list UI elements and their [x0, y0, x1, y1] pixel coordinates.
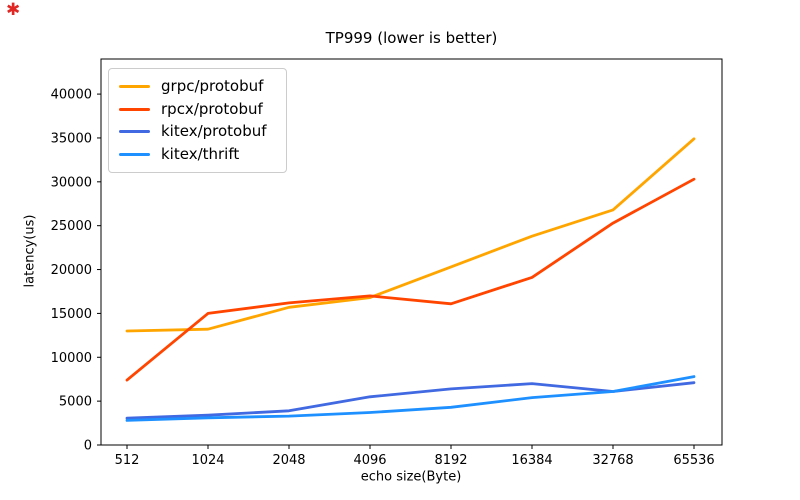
y-tick-label: 40000 [51, 88, 92, 103]
x-tick-label: 2048 [272, 453, 305, 468]
y-tick-label: 10000 [51, 351, 92, 366]
legend-line-icon [119, 84, 150, 88]
legend-label: rpcx/protobuf [161, 99, 263, 118]
x-tick-label: 16384 [511, 453, 552, 468]
legend-item-rpcx-protobuf: rpcx/protobuf [119, 99, 276, 118]
legend-item-kitex-thrift: kitex/thrift [119, 147, 276, 162]
legend-line-icon [119, 107, 150, 111]
series-line-kitex-protobuf [125, 381, 696, 420]
red-asterisk-icon: ✱ [6, 0, 21, 20]
legend-label: kitex/protobuf [161, 122, 267, 141]
x-tick-label: 4096 [353, 453, 386, 468]
x-tick-label: 1024 [191, 453, 224, 468]
y-axis-label: latency(us) [22, 214, 38, 288]
legend-label: grpc/protobuf [161, 76, 264, 95]
y-tick-label: 5000 [59, 395, 92, 410]
y-tick-label: 30000 [51, 175, 92, 190]
x-axis-label: echo size(Byte) [360, 469, 462, 485]
legend-label: kitex/thrift [161, 145, 240, 164]
legend-item-grpc-protobuf: grpc/protobuf [119, 76, 276, 95]
y-tick-label: 20000 [51, 263, 92, 278]
axes-spines [100, 58, 723, 446]
legend-line-icon [119, 130, 150, 134]
series-line-rpcx-protobuf [125, 177, 696, 382]
y-tick-label: 35000 [51, 131, 92, 146]
legend-line-icon [119, 153, 150, 157]
y-tick-label: 15000 [51, 307, 92, 322]
x-tick-label: 512 [115, 453, 140, 468]
chart-title: TP999 (lower is better) [325, 29, 498, 47]
x-tick-label: 32768 [592, 453, 633, 468]
y-tick-label: 25000 [51, 219, 92, 234]
series-line-grpc-protobuf [125, 137, 696, 333]
series-line-kitex-thrift [125, 375, 696, 422]
legend: grpc/protobuf rpcx/protobuf kitex/protobuf… [108, 68, 287, 173]
legend-item-kitex-protobuf: kitex/protobuf [119, 124, 276, 139]
x-tick-label: 65536 [673, 453, 714, 468]
y-tick-label: 0 [84, 439, 92, 454]
x-tick-label: 8192 [434, 453, 467, 468]
